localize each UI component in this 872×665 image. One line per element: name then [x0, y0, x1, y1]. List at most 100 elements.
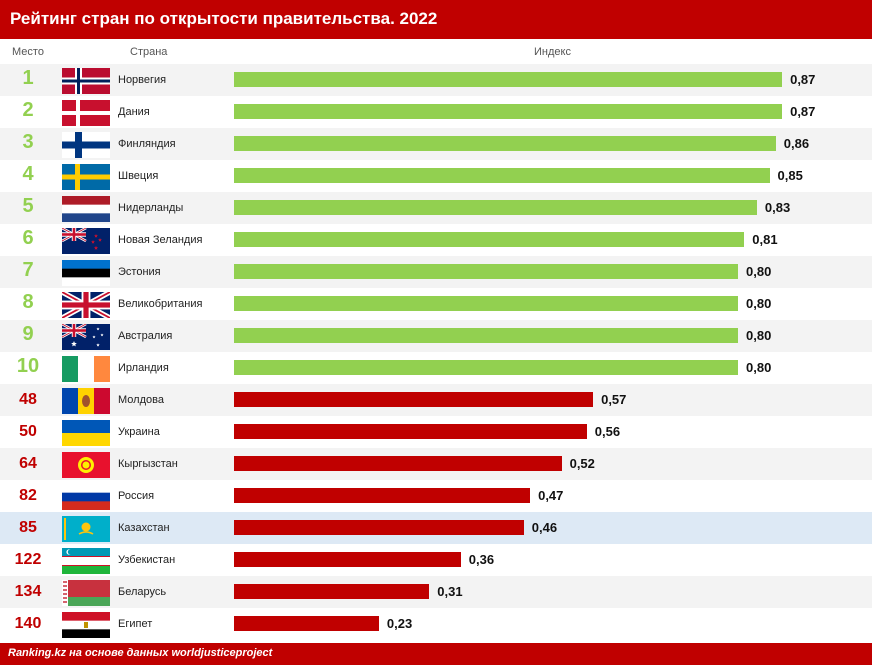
source-note: Ranking.kz на основе данных worldjustice… [8, 647, 273, 659]
country-label: Австралия [118, 330, 173, 342]
kyrgyzstan-flag [62, 452, 110, 478]
value-label: 0,46 [531, 520, 558, 535]
rank-label: 7 [22, 259, 34, 281]
index-bar [234, 296, 738, 311]
country-label: Великобритания [118, 298, 203, 310]
footer-bar: Ranking.kz на основе данных worldjustice… [0, 643, 872, 665]
egypt-flag [62, 612, 110, 639]
index-bar [234, 552, 461, 567]
country-label: Норвегия [118, 74, 167, 86]
index-bar [234, 328, 738, 343]
index-bar [234, 488, 531, 503]
rank-label: 8 [22, 291, 34, 313]
index-bar [234, 104, 783, 119]
index-bar [234, 424, 587, 439]
value-label: 0,52 [569, 456, 595, 471]
value-label: 0,80 [746, 328, 772, 343]
country-label: Украина [118, 426, 160, 438]
chart-header: Рейтинг стран по открытости правительств… [0, 0, 872, 39]
chart-row: 134 Беларусь 0,31 [0, 576, 872, 608]
chart-row: 4 Швеция 0,85 [0, 160, 872, 192]
chart-row: 85 Казахстан 0,46 [0, 512, 872, 544]
value-label: 0,31 [437, 584, 463, 599]
belarus-flag [62, 580, 110, 606]
index-bar [234, 520, 524, 535]
index-bar [234, 232, 745, 247]
index-bar [234, 168, 770, 183]
index-bar [234, 200, 757, 215]
kazakhstan-flag [62, 516, 110, 542]
uk-flag [60, 289, 112, 321]
value-label: 0,80 [746, 296, 772, 311]
chart-row: 2 Дания 0,87 [0, 96, 872, 128]
rank-column-header: Место [12, 46, 44, 58]
value-label: 0,47 [538, 488, 564, 503]
chart-row: 48 Молдова 0,57 [0, 384, 872, 416]
chart-row: 3 Финляндия 0,86 [0, 128, 872, 160]
index-bar [234, 584, 430, 599]
russia-flag [62, 484, 110, 511]
country-label: Швеция [118, 170, 159, 182]
index-bar [234, 456, 562, 471]
rank-label: 10 [16, 355, 40, 377]
value-label: 0,87 [790, 72, 816, 87]
chart-row: 64 Кыргызстан 0,52 [0, 448, 872, 480]
ukraine-flag [62, 420, 110, 447]
rank-label: 5 [22, 195, 34, 217]
index-bar [234, 360, 738, 375]
country-label: Эстония [118, 266, 161, 278]
country-label: Узбекистан [118, 554, 176, 566]
index-column-header: Индекс [534, 46, 571, 58]
finland-flag [62, 132, 110, 158]
rank-label: 82 [19, 487, 37, 504]
index-bar [234, 616, 379, 631]
rank-label: 1 [22, 67, 34, 89]
rank-label: 3 [22, 131, 34, 153]
estonia-flag [62, 260, 110, 287]
sweden-flag [62, 164, 110, 190]
value-label: 0,36 [468, 552, 495, 567]
value-label: 0,80 [746, 360, 772, 375]
country-label: Нидерланды [118, 202, 184, 214]
country-label: Молдова [118, 394, 164, 406]
chart-row: 10 Ирландия 0,80 [0, 352, 872, 384]
value-label: 0,81 [752, 232, 778, 247]
value-label: 0,56 [594, 424, 621, 439]
index-bar [234, 392, 594, 407]
chart-row: 122 Узбекистан 0,36 [0, 544, 872, 576]
chart-row: 6 Новая Зеландия 0,81 [0, 224, 872, 256]
index-bar [234, 72, 783, 87]
chart-row: 8 Великобритания 0,80 [0, 288, 872, 321]
value-label: 0,83 [764, 200, 791, 215]
chart-row: 7 Эстония 0,80 [0, 256, 872, 288]
country-label: Новая Зеландия [118, 234, 203, 246]
chart-row: 140 Египет 0,23 [0, 608, 872, 640]
rank-label: 140 [14, 615, 42, 632]
country-column-header: Страна [130, 46, 168, 58]
ireland-flag [62, 356, 111, 382]
norway-flag [62, 68, 110, 94]
chart-row: 50 Украина 0,56 [0, 416, 872, 448]
value-label: 0,87 [790, 104, 816, 119]
moldova-flag [62, 388, 111, 414]
rank-label: 48 [19, 391, 37, 408]
denmark-flag [62, 100, 110, 126]
country-label: Ирландия [118, 362, 169, 374]
country-label: Беларусь [118, 586, 167, 598]
uzbekistan-flag [62, 548, 110, 574]
rank-label: 4 [22, 163, 34, 185]
value-label: 0,57 [601, 392, 627, 407]
value-label: 0,85 [777, 168, 803, 183]
chart-row: 82 Россия 0,47 [0, 480, 872, 512]
value-label: 0,80 [746, 264, 772, 279]
rank-label: 134 [14, 583, 42, 600]
value-label: 0,23 [386, 616, 413, 631]
rank-label: 85 [19, 519, 37, 536]
rank-label: 64 [19, 455, 37, 472]
country-label: Египет [118, 618, 153, 630]
index-bar [234, 136, 776, 151]
index-bar [234, 264, 738, 279]
rank-label: 50 [19, 423, 37, 440]
chart-row: 1 Норвегия 0,87 [0, 64, 872, 96]
new-zealand-flag [61, 226, 110, 254]
